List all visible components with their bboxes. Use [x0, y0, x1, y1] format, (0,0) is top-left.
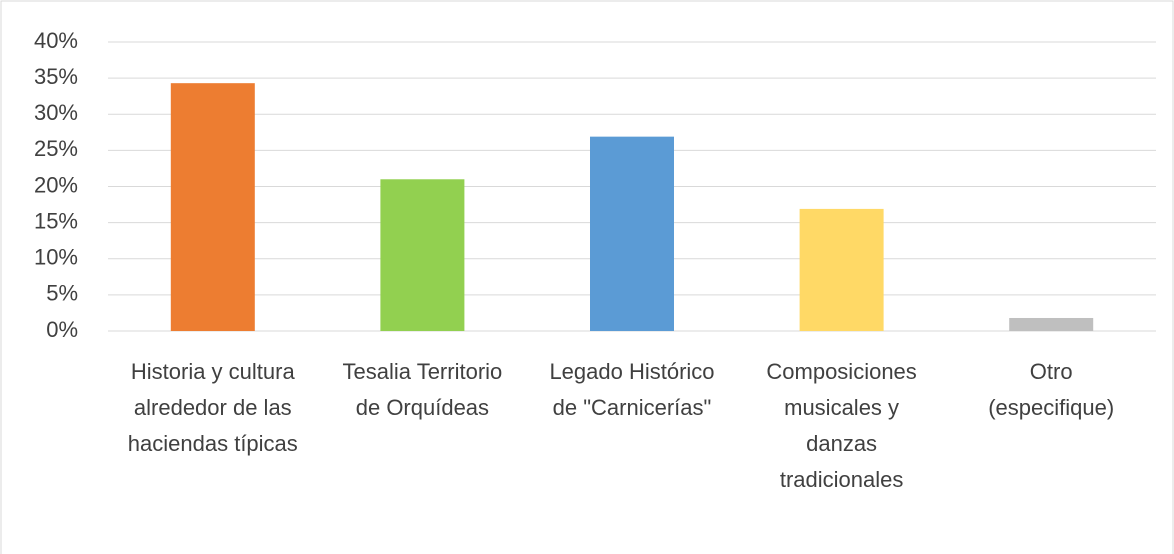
bar: [170, 83, 255, 332]
y-tick-label: 40%: [34, 28, 78, 53]
y-tick-label: 10%: [34, 245, 78, 270]
y-tick-label: 30%: [34, 100, 78, 125]
y-tick-label: 0%: [46, 317, 78, 342]
x-tick-label: Otro (especifique): [988, 359, 1115, 420]
y-tick-label: 15%: [34, 208, 78, 233]
x-tick-label: Composiciones musicales y danzas tradici…: [766, 359, 917, 492]
x-tick-label: Historia y cultura alrededor de las haci…: [127, 359, 298, 456]
y-tick-label: 20%: [34, 172, 78, 197]
y-tick-label: 5%: [46, 281, 78, 306]
y-tick-label: 35%: [34, 64, 78, 89]
bar: [1009, 317, 1094, 331]
bar: [590, 136, 674, 331]
x-tick-label: Legado Histórico de "Carnicerías": [549, 359, 715, 420]
y-tick-label: 25%: [34, 136, 78, 161]
bar: [380, 179, 465, 331]
bar: [799, 208, 884, 331]
x-tick-label: Tesalia Territorio de Orquídeas: [342, 359, 503, 420]
